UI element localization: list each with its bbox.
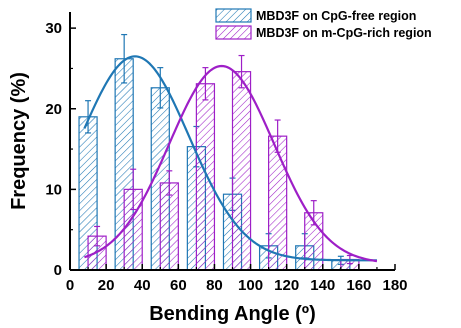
error-bar-s2-4 bbox=[202, 67, 209, 101]
y-axis-title: Frequency (%) bbox=[8, 72, 30, 210]
axes: 0 20 40 60 80 100 120 140 160 180 0 10 20 30 bbox=[45, 12, 408, 294]
error-bar-s1-2 bbox=[121, 33, 128, 84]
error-bar-s1-3 bbox=[157, 67, 164, 109]
x-tick-label-80: 80 bbox=[206, 277, 223, 294]
x-tick-label-20: 20 bbox=[98, 277, 115, 294]
legend-label-s2: MBD3F on m-CpG-rich region bbox=[256, 26, 432, 40]
y-tick-label-10: 10 bbox=[45, 181, 62, 198]
fit-curve-s1 bbox=[83, 55, 377, 262]
bar-s2-6 bbox=[268, 135, 288, 271]
legend-swatch-s2 bbox=[215, 25, 252, 40]
error-bar-s2-3 bbox=[166, 170, 173, 196]
error-bar-s2-5 bbox=[238, 54, 245, 89]
legend-label-s1: MBD3F on CpG-free region bbox=[256, 9, 416, 23]
x-tick-label-180: 180 bbox=[382, 277, 407, 294]
x-tick-label-140: 140 bbox=[310, 277, 335, 294]
plot-area bbox=[78, 33, 378, 271]
x-tick-label-160: 160 bbox=[346, 277, 371, 294]
error-bar-s2-1 bbox=[94, 225, 101, 247]
bar-s2-5 bbox=[231, 71, 252, 271]
legend: MBD3F on CpG-free region MBD3F on m-CpG-r… bbox=[215, 8, 432, 40]
x-tick-label-40: 40 bbox=[134, 277, 151, 294]
x-tick-label-0: 0 bbox=[66, 277, 74, 294]
legend-swatch-s1 bbox=[215, 8, 252, 23]
y-tick-label-20: 20 bbox=[45, 101, 62, 118]
y-tick-label-30: 30 bbox=[45, 20, 62, 37]
fit-curve-s2 bbox=[84, 64, 378, 263]
bar-s2-3 bbox=[159, 182, 179, 271]
x-tick-label-60: 60 bbox=[170, 277, 187, 294]
bar-s2-4 bbox=[195, 83, 216, 271]
error-bar-s1-1 bbox=[85, 100, 92, 134]
x-tick-label-120: 120 bbox=[274, 277, 299, 294]
x-tick-label-100: 100 bbox=[238, 277, 263, 294]
x-axis-title: Bending Angle (º) bbox=[149, 303, 316, 325]
y-tick-label-0: 0 bbox=[54, 262, 62, 279]
error-bar-s2-2 bbox=[130, 168, 137, 211]
